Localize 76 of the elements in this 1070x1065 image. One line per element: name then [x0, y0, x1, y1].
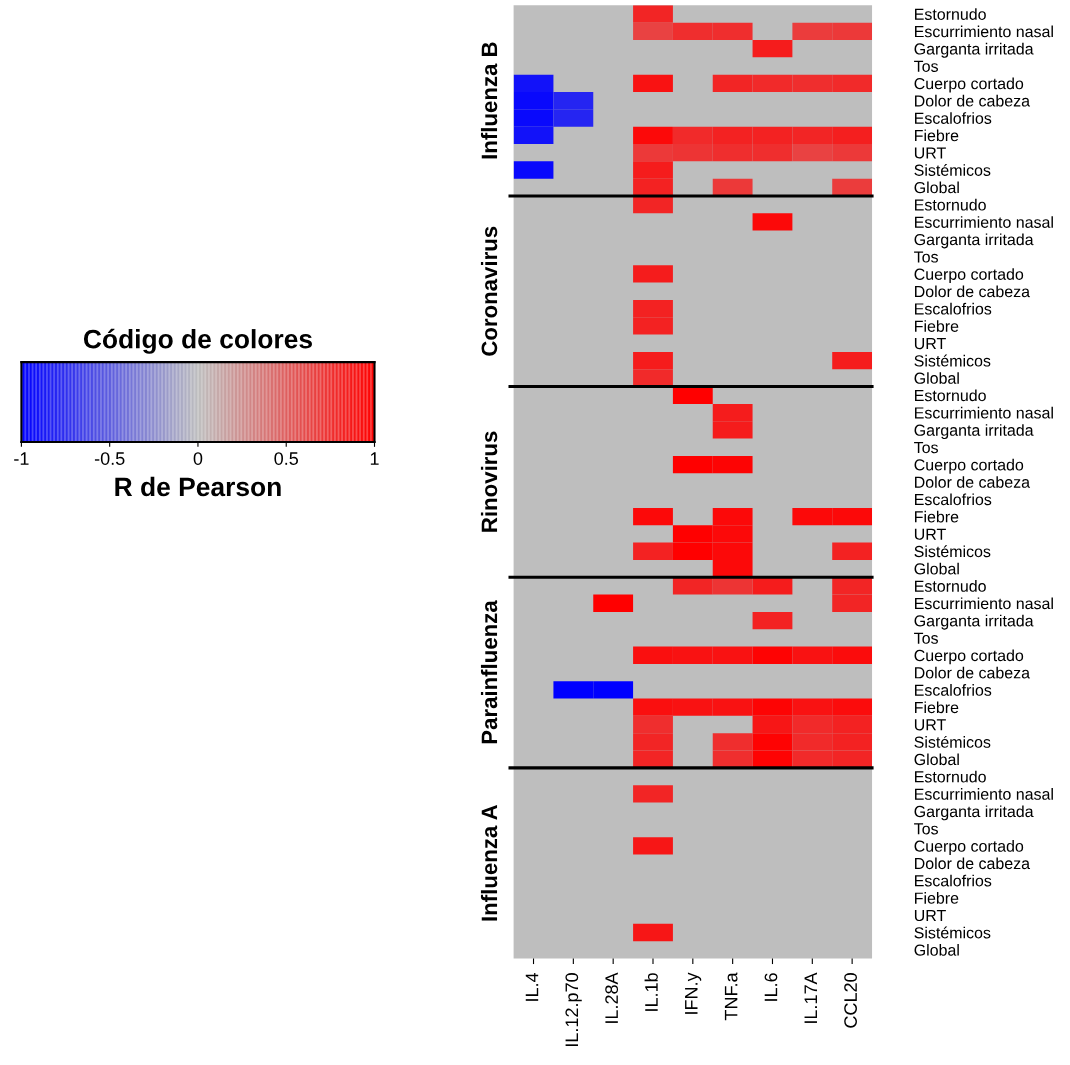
- y-tick-label: Cuerpo cortado: [914, 840, 1024, 855]
- legend-title: Código de colores: [83, 328, 312, 354]
- y-tick-label: Tos: [914, 632, 938, 644]
- x-tick-label: IL.28A: [605, 972, 619, 1023]
- y-tick-label: Fiebre: [915, 320, 959, 332]
- y-tick-label: URT: [914, 338, 946, 350]
- y-tick-label: Dolor de cabeza: [915, 666, 1031, 679]
- y-tick-label: URT: [914, 909, 946, 922]
- y-tick-label: Global: [914, 562, 959, 575]
- x-tick-label: IL.12.p70: [565, 973, 582, 1047]
- y-tick-label: Escalofrios: [915, 874, 992, 887]
- color-bar-label: -1: [14, 452, 29, 465]
- y-tick-label: Sistémicos: [914, 545, 991, 558]
- y-tick-label: URT: [914, 719, 946, 731]
- y-tick-label: Garganta irritada: [914, 614, 1034, 630]
- y-tick-label: Dolor de cabeza: [915, 94, 1031, 107]
- color-bar-label: 0: [193, 452, 203, 465]
- y-tick-label: Tos: [914, 251, 938, 263]
- y-tick-label: Tos: [914, 60, 938, 72]
- y-tick-label: Escurrimiento nasal: [915, 788, 1053, 800]
- x-tick-label: IL.4: [525, 972, 539, 1001]
- y-tick-label: Escalofrios: [915, 684, 992, 696]
- y-tick-label: Estornudo: [915, 580, 986, 592]
- y-tick-label: Escalofrios: [915, 493, 992, 506]
- y-tick-label: Dolor de cabeza: [915, 857, 1031, 870]
- x-tick-label: TNF.a: [724, 972, 738, 1021]
- x-tick-label: IL.1b: [644, 973, 658, 1011]
- text: Coronavirus: [480, 226, 498, 356]
- y-tick-label: Escalofrios: [915, 302, 992, 315]
- x-tick-label: IFN.y: [685, 972, 702, 1014]
- text: Influenza A: [480, 804, 498, 921]
- y-tick-label: Global: [914, 372, 959, 384]
- y-tick-label: Global: [914, 944, 959, 956]
- y-tick-label: URT: [914, 528, 946, 540]
- y-tick-label: Garganta irritada: [914, 424, 1034, 440]
- y-tick-label: Escalofrios: [915, 112, 992, 124]
- y-tick-label: Escurrimiento nasal: [915, 597, 1053, 610]
- y-tick-label: Cuerpo cortado: [914, 268, 1024, 284]
- y-tick-label: Global: [914, 753, 959, 766]
- y-tick-label: Estornudo: [915, 198, 986, 211]
- y-tick-label: Escurrimiento nasal: [915, 25, 1053, 38]
- y-tick-label: Sistémicos: [914, 735, 991, 748]
- y-tick-label: Garganta irritada: [914, 233, 1034, 249]
- y-tick-label: Fiebre: [915, 892, 959, 904]
- y-tick-label: Tos: [914, 442, 938, 454]
- y-tick-label: Escurrimiento nasal: [915, 406, 1053, 419]
- x-tick-label: CCL20: [844, 973, 857, 1028]
- y-tick-label: Estornudo: [915, 8, 986, 20]
- y-tick-label: Dolor de cabeza: [915, 476, 1031, 488]
- y-tick-label: URT: [914, 147, 946, 159]
- y-tick-label: Cuerpo cortado: [914, 458, 1024, 474]
- color-bar-label: -0.5: [94, 452, 125, 465]
- y-tick-label: Escurrimiento nasal: [915, 216, 1053, 228]
- text: Rinovirus: [480, 431, 498, 532]
- y-tick-label: Dolor de cabeza: [915, 285, 1031, 298]
- color-bar-title: R de Pearson: [115, 476, 281, 497]
- y-tick-label: Fiebre: [915, 129, 959, 142]
- y-tick-label: Garganta irritada: [914, 42, 1034, 58]
- y-tick-label: Sistémicos: [914, 354, 991, 367]
- x-tick-label: IL.17A: [804, 972, 817, 1023]
- y-tick-label: Estornudo: [915, 770, 986, 783]
- y-tick-label: Estornudo: [915, 389, 986, 402]
- text: Parainfluenza: [480, 600, 498, 744]
- y-tick-label: Fiebre: [915, 510, 959, 523]
- y-tick-label: Fiebre: [915, 701, 959, 714]
- y-tick-label: Cuerpo cortado: [914, 77, 1024, 93]
- y-tick-label: Garganta irritada: [914, 805, 1034, 821]
- y-tick-label: Global: [914, 181, 959, 194]
- y-tick-label: Sistémicos: [914, 926, 991, 939]
- color-bar-label: 1: [370, 452, 379, 465]
- y-tick-label: Tos: [914, 823, 938, 835]
- y-tick-label: Sistémicos: [914, 163, 991, 176]
- x-tick-label: IL.6: [764, 973, 778, 1001]
- color-bar-label: 0.5: [274, 452, 299, 465]
- text: Influenza B: [480, 42, 498, 159]
- y-tick-label: Cuerpo cortado: [914, 649, 1024, 665]
